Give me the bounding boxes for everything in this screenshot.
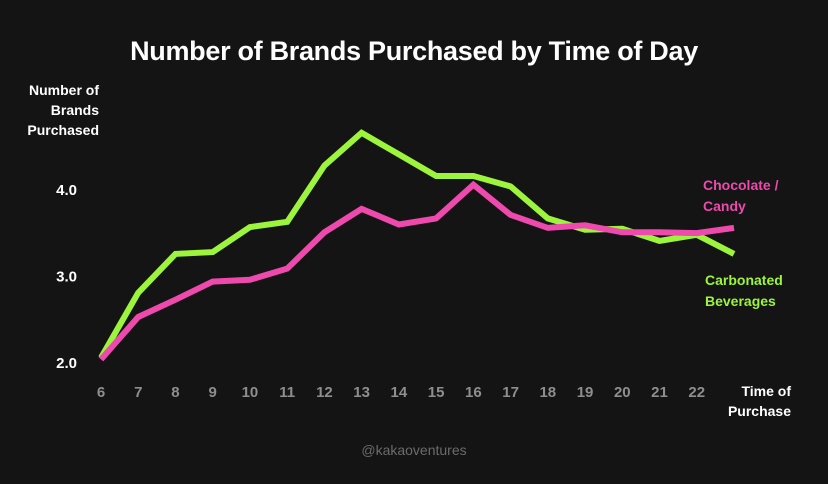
x-tick-label: 22 (688, 384, 705, 401)
y-axis-label-line: Number of (29, 82, 99, 98)
series-label-line: Candy (703, 198, 746, 214)
series-line-chocolate-candy (98, 180, 735, 362)
x-tick-label: 16 (465, 384, 482, 401)
series-label-carbonated-beverages: Carbonated Beverages (705, 270, 828, 312)
series-line-carbonated-beverages (98, 129, 736, 360)
x-tick-label: 6 (97, 384, 105, 401)
y-tick-label: 2.0 (56, 355, 77, 372)
series-label-line: Chocolate / (703, 177, 779, 193)
y-axis-label: Number of Brands Purchased (0, 80, 99, 140)
x-axis-label-line: Purchase (727, 403, 791, 419)
y-axis-label-line: Brands (50, 102, 99, 118)
x-tick-label: 9 (209, 384, 217, 401)
watermark: @kakaoventures (361, 442, 467, 458)
x-tick-label: 15 (428, 384, 445, 401)
x-tick-label: 8 (171, 384, 179, 401)
series-label-line: Carbonated (705, 272, 783, 288)
x-tick-label: 18 (539, 384, 556, 401)
x-tick-label: 19 (577, 384, 594, 401)
x-axis-label-line: Time of (741, 383, 791, 399)
x-tick-label: 21 (651, 384, 668, 401)
x-tick-label: 17 (502, 384, 519, 401)
y-tick-label: 4.0 (56, 182, 77, 199)
x-tick-label: 7 (134, 384, 142, 401)
x-tick-label: 13 (353, 384, 370, 401)
y-tick-label: 3.0 (56, 269, 77, 286)
x-tick-label: 10 (242, 384, 259, 401)
x-tick-label: 14 (391, 384, 408, 401)
x-tick-label: 11 (279, 384, 295, 401)
series-label-chocolate-candy: Chocolate / Candy (703, 175, 828, 217)
x-tick-label: 20 (614, 384, 631, 401)
x-axis-label: Time of Purchase (671, 381, 791, 421)
x-tick-label: 12 (316, 384, 333, 401)
y-axis-label-line: Purchased (27, 122, 99, 138)
chart-title: Number of Brands Purchased by Time of Da… (130, 36, 698, 66)
series-label-line: Beverages (705, 293, 776, 309)
